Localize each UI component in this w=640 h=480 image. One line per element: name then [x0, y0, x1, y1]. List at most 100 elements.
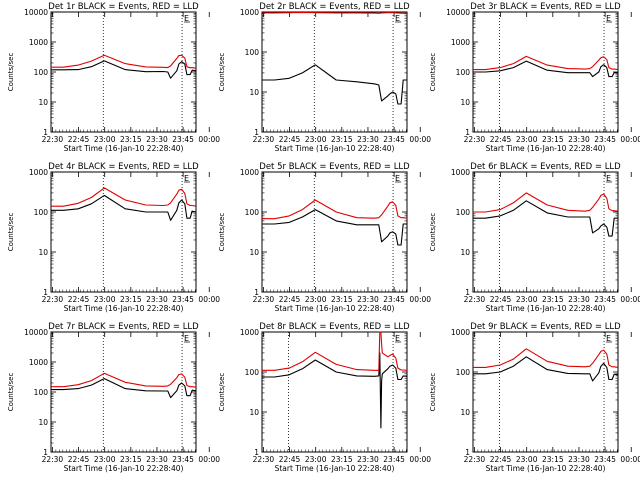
panel-title: Det 8r BLACK = Events, RED = LLD [259, 322, 410, 332]
y-tick-label: 100 [456, 368, 471, 377]
series-line-lld [262, 11, 408, 14]
x-tick-label: 23:30 [357, 455, 379, 464]
series-line-lld [51, 187, 197, 207]
y-tick-label: 10 [460, 408, 470, 417]
plot-frame [472, 171, 619, 293]
y-tick-label: 1000 [29, 358, 48, 367]
x-tick-label: 23:15 [542, 455, 564, 464]
series-line-lld [473, 192, 619, 213]
series-line-events [51, 194, 197, 221]
plot-frame [50, 331, 197, 453]
x-tick-label: 00:00 [409, 455, 431, 464]
x-tick-label: 23:15 [331, 295, 353, 304]
series-line-events [473, 60, 618, 78]
x-tick-label: 22:30 [464, 455, 486, 464]
x-tick-label: 22:30 [42, 295, 64, 304]
y-tick-label: 1000 [240, 8, 259, 17]
panel-det-1: Det 1r BLACK = Events, RED = LLD 1 10 100 10… [7, 2, 220, 153]
x-axis-label: Start Time (16-Jan-10 22:28:40) [275, 464, 395, 473]
x-axis-label: Start Time (16-Jan-10 22:28:40) [64, 464, 184, 473]
y-tick-label: 1 [254, 448, 259, 457]
y-tick-label: 1 [465, 448, 470, 457]
x-tick-label: 00:00 [198, 295, 220, 304]
series-line-events [262, 352, 408, 429]
x-tick-label: 23:45 [594, 135, 616, 144]
x-tick-label: 22:45 [279, 295, 301, 304]
panel-title: Det 9r BLACK = Events, RED = LLD [470, 322, 621, 332]
y-tick-label: 1000 [29, 38, 48, 47]
eclipse-marker: E [395, 14, 400, 23]
y-axis-label: Counts/sec [218, 213, 226, 252]
x-tick-label: 22:45 [68, 455, 90, 464]
y-tick-label: 10 [38, 418, 48, 427]
x-tick-label: 22:30 [253, 455, 275, 464]
eclipse-marker: E [184, 14, 189, 23]
y-axis-label: Counts/sec [218, 53, 226, 92]
x-tick-label: 00:00 [620, 135, 640, 144]
panel-det-2: Det 2r BLACK = Events, RED = LLD 1 10 100 10… [218, 2, 431, 153]
x-tick-label: 22:30 [42, 455, 64, 464]
x-tick-label: 23:15 [120, 135, 142, 144]
x-tick-label: 22:30 [464, 135, 486, 144]
panel-title: Det 7r BLACK = Events, RED = LLD [48, 322, 199, 332]
y-tick-label: 1 [43, 288, 48, 297]
y-tick-label: 10000 [24, 328, 48, 337]
y-tick-label: 1000 [451, 328, 470, 337]
series-line-events [473, 356, 619, 382]
x-tick-label: 23:15 [542, 135, 564, 144]
panel-det-3: Det 3r BLACK = Events, RED = LLD 1 10 100 10… [429, 2, 640, 153]
x-tick-label: 23:00 [305, 135, 327, 144]
series-line-lld [473, 55, 619, 71]
plot-frame [472, 11, 619, 133]
x-tick-label: 23:30 [146, 295, 168, 304]
x-tick-label: 23:45 [594, 295, 616, 304]
x-tick-label: 23:45 [383, 295, 405, 304]
eclipse-marker: E [606, 174, 611, 183]
x-axis-label: Start Time (16-Jan-10 22:28:40) [486, 304, 606, 313]
panel-title: Det 1r BLACK = Events, RED = LLD [48, 2, 199, 12]
y-tick-label: 1000 [240, 328, 259, 337]
plot-frame [261, 331, 408, 453]
y-tick-label: 10000 [24, 8, 48, 17]
panel-det-4: Det 4r BLACK = Events, RED = LLD 1 10 100 10… [7, 162, 220, 313]
y-tick-label: 100 [245, 208, 260, 217]
y-tick-label: 1 [43, 128, 48, 137]
y-tick-label: 100 [456, 68, 471, 77]
eclipse-marker: E [184, 334, 189, 343]
plot-frame [261, 11, 408, 133]
series-line-events [473, 200, 618, 237]
x-tick-label: 00:00 [198, 455, 220, 464]
y-tick-label: 10 [460, 248, 470, 257]
x-tick-label: 23:30 [568, 295, 590, 304]
y-tick-label: 1000 [240, 168, 259, 177]
plot-frame [50, 11, 197, 133]
x-tick-label: 00:00 [198, 135, 220, 144]
series-line-lld [262, 199, 408, 220]
series-line-events [262, 209, 407, 246]
x-tick-label: 23:30 [568, 455, 590, 464]
y-tick-label: 1000 [29, 168, 48, 177]
y-tick-label: 1 [254, 128, 259, 137]
y-tick-label: 10 [38, 248, 48, 257]
x-axis-label: Start Time (16-Jan-10 22:28:40) [64, 304, 184, 313]
panel-title: Det 2r BLACK = Events, RED = LLD [259, 2, 410, 12]
panel-det-9: Det 9r BLACK = Events, RED = LLD 1 10 100 10… [429, 322, 640, 473]
series-line-lld [51, 54, 197, 69]
panel-title: Det 5r BLACK = Events, RED = LLD [259, 162, 410, 172]
x-tick-label: 22:45 [490, 295, 512, 304]
x-tick-label: 23:45 [594, 455, 616, 464]
y-axis-label: Counts/sec [7, 213, 15, 252]
y-tick-label: 1 [43, 448, 48, 457]
y-tick-label: 10 [38, 98, 48, 107]
plot-frame [261, 171, 408, 293]
x-tick-label: 22:45 [68, 295, 90, 304]
plot-frame [472, 331, 619, 453]
y-tick-label: 100 [34, 388, 49, 397]
y-tick-label: 1 [254, 288, 259, 297]
y-tick-label: 1000 [451, 168, 470, 177]
x-tick-label: 23:45 [383, 455, 405, 464]
x-tick-label: 22:30 [253, 295, 275, 304]
y-axis-label: Counts/sec [218, 373, 226, 412]
eclipse-marker: E [184, 174, 189, 183]
eclipse-marker: E [395, 334, 400, 343]
